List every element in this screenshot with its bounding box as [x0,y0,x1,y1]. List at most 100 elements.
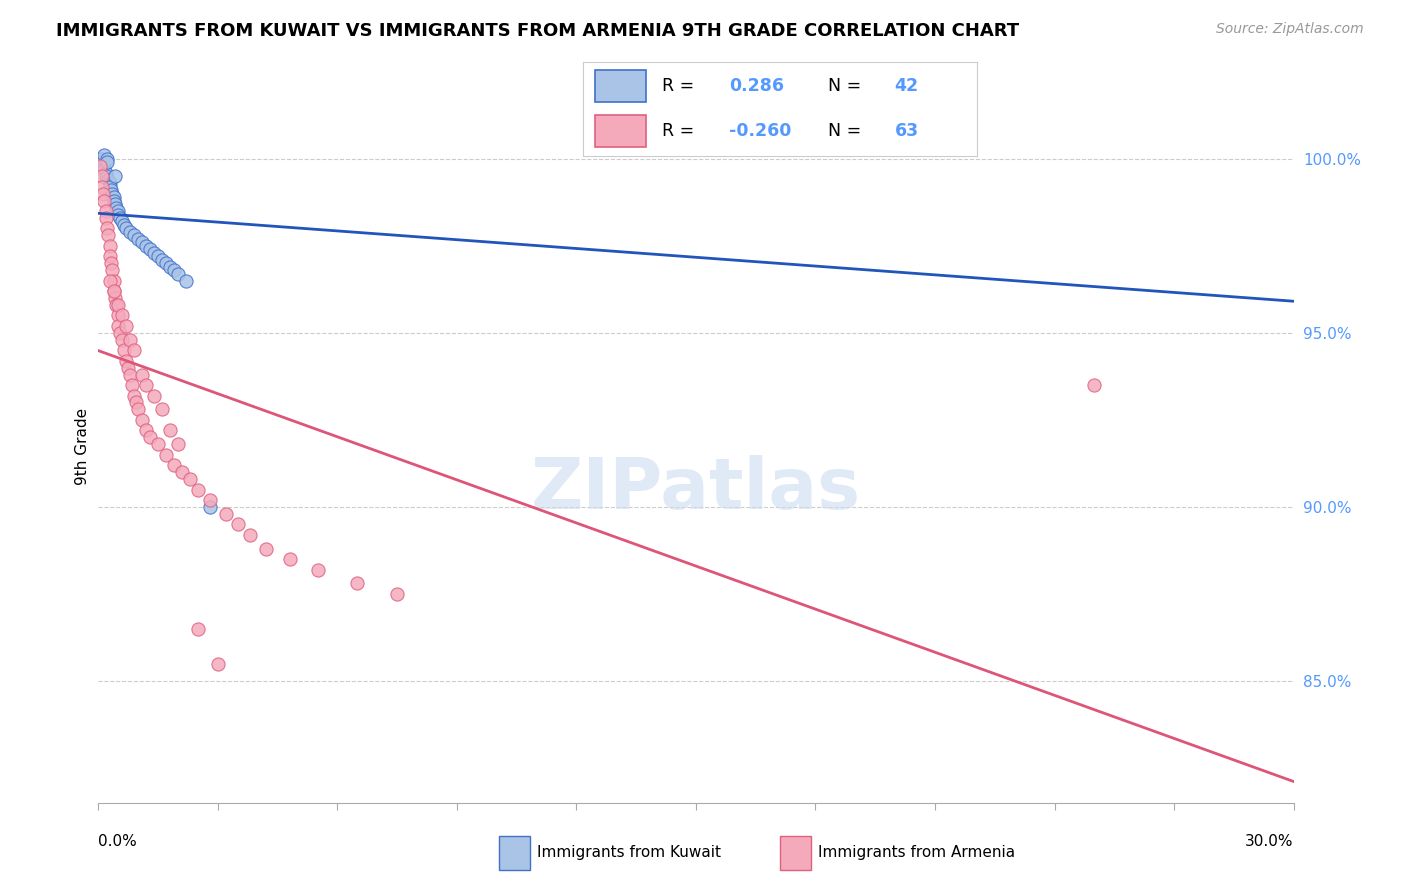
Point [254,541,277,556]
FancyBboxPatch shape [595,115,647,147]
Point [121,378,143,392]
Point [103,194,125,208]
Text: 42: 42 [894,77,918,95]
Point [139,243,162,257]
Point [215,507,238,521]
Point [115,353,138,368]
Point [110,211,132,225]
Text: 30.0%: 30.0% [1246,834,1294,849]
Point [111,309,134,323]
Point [135,423,157,437]
Point [91,186,114,201]
Point [124,388,146,402]
Point [104,291,127,305]
Point [112,218,135,232]
Point [107,309,129,323]
Point [107,298,129,312]
Point [93,194,115,208]
Text: -0.260: -0.260 [730,122,792,140]
Point [127,402,149,417]
Point [626,135,648,149]
Point [167,267,190,281]
Point [135,378,157,392]
Point [346,576,368,591]
Point [103,284,125,298]
Point [101,186,124,201]
Y-axis label: 9th Grade: 9th Grade [75,408,90,484]
Point [143,245,166,260]
Point [89,152,111,166]
Point [163,458,186,472]
Text: ZIPatlas: ZIPatlas [531,455,860,524]
Point [148,437,170,451]
Text: IMMIGRANTS FROM KUWAIT VS IMMIGRANTS FROM ARMENIA 9TH GRADE CORRELATION CHART: IMMIGRANTS FROM KUWAIT VS IMMIGRANTS FRO… [56,22,1019,40]
Text: Source: ZipAtlas.com: Source: ZipAtlas.com [1216,22,1364,37]
Point [98,176,121,190]
Point [115,318,138,333]
Point [98,274,122,288]
Point [100,256,122,270]
Point [97,228,120,243]
Point [150,402,173,417]
Point [143,388,166,402]
Point [155,448,177,462]
Point [120,225,142,239]
Point [96,221,118,235]
Point [100,183,122,197]
Point [96,211,118,225]
Point [174,274,197,288]
Text: N =: N = [828,122,860,140]
Point [139,430,162,444]
Point [179,472,201,486]
Point [98,179,122,194]
Point [187,622,209,636]
Point [90,155,112,169]
Point [155,256,177,270]
Point [278,552,301,566]
Point [94,204,117,219]
Point [198,492,221,507]
Point [187,483,209,497]
Point [127,232,149,246]
Point [105,298,128,312]
Point [96,155,118,169]
Point [125,395,148,409]
Point [124,228,146,243]
Point [159,423,181,437]
Text: 0.0%: 0.0% [98,834,138,849]
Point [150,252,173,267]
Point [131,235,153,250]
Point [135,239,157,253]
Text: 63: 63 [894,122,918,140]
Point [93,162,115,177]
Point [131,368,153,382]
Point [172,465,194,479]
Point [198,500,221,514]
Point [124,343,146,358]
Point [93,148,115,162]
Point [94,166,117,180]
Point [163,263,186,277]
Text: Immigrants from Kuwait: Immigrants from Kuwait [537,846,721,860]
Point [107,204,129,219]
Text: R =: R = [662,122,695,140]
Text: Immigrants from Armenia: Immigrants from Armenia [818,846,1015,860]
Point [115,221,138,235]
Point [148,249,170,263]
Point [104,197,127,211]
Point [226,517,249,532]
Point [107,318,129,333]
Point [111,333,134,347]
Point [159,260,181,274]
Point [91,179,114,194]
Point [239,528,262,542]
Text: N =: N = [828,77,860,95]
Point [96,152,118,166]
Point [97,172,120,186]
FancyBboxPatch shape [595,70,647,102]
Point [89,159,111,173]
Point [131,413,153,427]
Point [104,169,127,184]
Point [110,326,132,340]
Point [103,274,125,288]
